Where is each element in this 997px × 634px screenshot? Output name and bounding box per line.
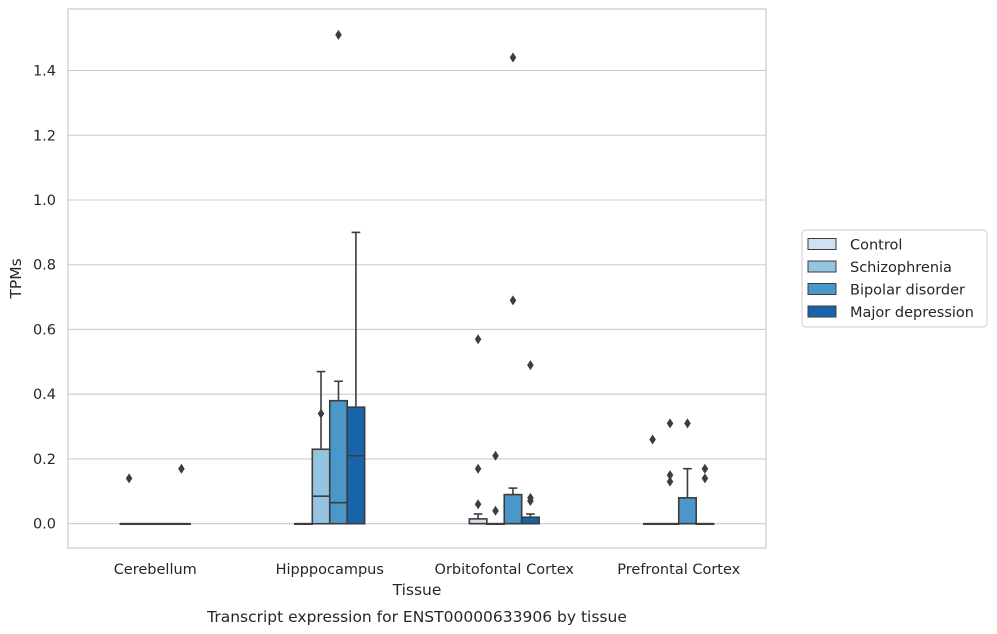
legend-label: Major depression xyxy=(850,305,974,321)
outlier-points xyxy=(125,29,709,516)
plot-area-frame xyxy=(67,8,767,549)
box-elements xyxy=(119,231,715,526)
outlier-point xyxy=(509,52,517,63)
box-major-depression xyxy=(695,522,715,526)
outlier-point xyxy=(701,463,709,474)
box-schizophrenia xyxy=(660,522,680,526)
box-control xyxy=(643,522,663,526)
y-tick-label: 1.4 xyxy=(33,64,56,80)
x-tick-label: Cerebellum xyxy=(114,562,197,578)
chart-caption: Transcript expression for ENST0000063390… xyxy=(206,608,627,626)
box-body xyxy=(328,399,349,525)
legend-label: Bipolar disorder xyxy=(850,283,965,299)
y-tick-labels: 0.0 0.2 0.4 0.6 0.8 1.0 1.2 1.4 xyxy=(33,64,56,533)
y-tick-label: 1.2 xyxy=(33,128,56,144)
box-body xyxy=(503,493,523,525)
grid-lines xyxy=(68,69,766,525)
outlier-point xyxy=(125,473,133,484)
outlier-point xyxy=(527,360,534,371)
y-tick-label: 0.8 xyxy=(33,258,56,274)
box-control xyxy=(119,522,139,526)
box-major-depression xyxy=(346,231,366,525)
box-bipolar-disorder xyxy=(503,487,523,525)
legend-swatch xyxy=(807,305,837,318)
legend-swatch xyxy=(807,260,837,273)
box-control xyxy=(468,513,488,525)
y-tick-label: 0.6 xyxy=(33,322,56,338)
box-body xyxy=(520,516,540,525)
box-bipolar-disorder xyxy=(154,522,174,526)
outlier-point xyxy=(666,476,674,487)
y-axis-title: TPMs xyxy=(7,258,25,299)
y-tick-label: 0.4 xyxy=(33,387,56,403)
y-tick-label: 0.0 xyxy=(33,517,56,533)
outlier-point xyxy=(649,434,656,445)
outlier-point xyxy=(509,295,517,306)
box-body xyxy=(677,497,698,525)
box-schizophrenia xyxy=(137,522,157,526)
legend-swatch xyxy=(807,283,837,295)
outlier-point xyxy=(666,470,674,481)
box-schizophrenia xyxy=(485,522,506,526)
x-tick-label: Orbitofontal Cortex xyxy=(435,562,575,578)
outlier-point xyxy=(492,505,499,516)
box-bipolar-disorder xyxy=(677,467,698,525)
legend: Control Schizophrenia Bipolar disorder Majo… xyxy=(801,229,988,328)
box-major-depression xyxy=(520,513,540,525)
box-body xyxy=(346,406,366,525)
box-major-depression xyxy=(171,522,191,526)
x-tick-labels: Cerebellum Hipppocampus Orbitofontal Corte… xyxy=(114,562,741,578)
box-schizophrenia xyxy=(311,370,331,525)
outlier-point xyxy=(178,463,185,474)
y-tick-label: 0.2 xyxy=(33,452,56,468)
outlier-point xyxy=(492,450,499,461)
outlier-point xyxy=(684,418,691,429)
x-axis-title: Tissue xyxy=(392,581,442,599)
outlier-point xyxy=(527,492,534,503)
outlier-point xyxy=(335,29,342,40)
x-tick-label: Hipppocampus xyxy=(276,562,384,578)
outlier-point xyxy=(474,463,482,474)
y-tick-label: 1.0 xyxy=(33,193,56,209)
outlier-point xyxy=(474,499,482,510)
outlier-point xyxy=(474,334,482,345)
legend-swatch xyxy=(807,238,837,250)
legend-label: Schizophrenia xyxy=(850,260,952,276)
outlier-point xyxy=(666,418,674,429)
box-body xyxy=(311,448,331,525)
outlier-point xyxy=(317,408,325,419)
box-bipolar-disorder xyxy=(328,380,349,525)
outlier-point xyxy=(701,473,709,484)
legend-frame xyxy=(801,229,988,328)
legend-label: Control xyxy=(850,238,902,254)
x-tick-label: Prefrontal Cortex xyxy=(617,562,740,578)
box-control xyxy=(294,522,314,526)
